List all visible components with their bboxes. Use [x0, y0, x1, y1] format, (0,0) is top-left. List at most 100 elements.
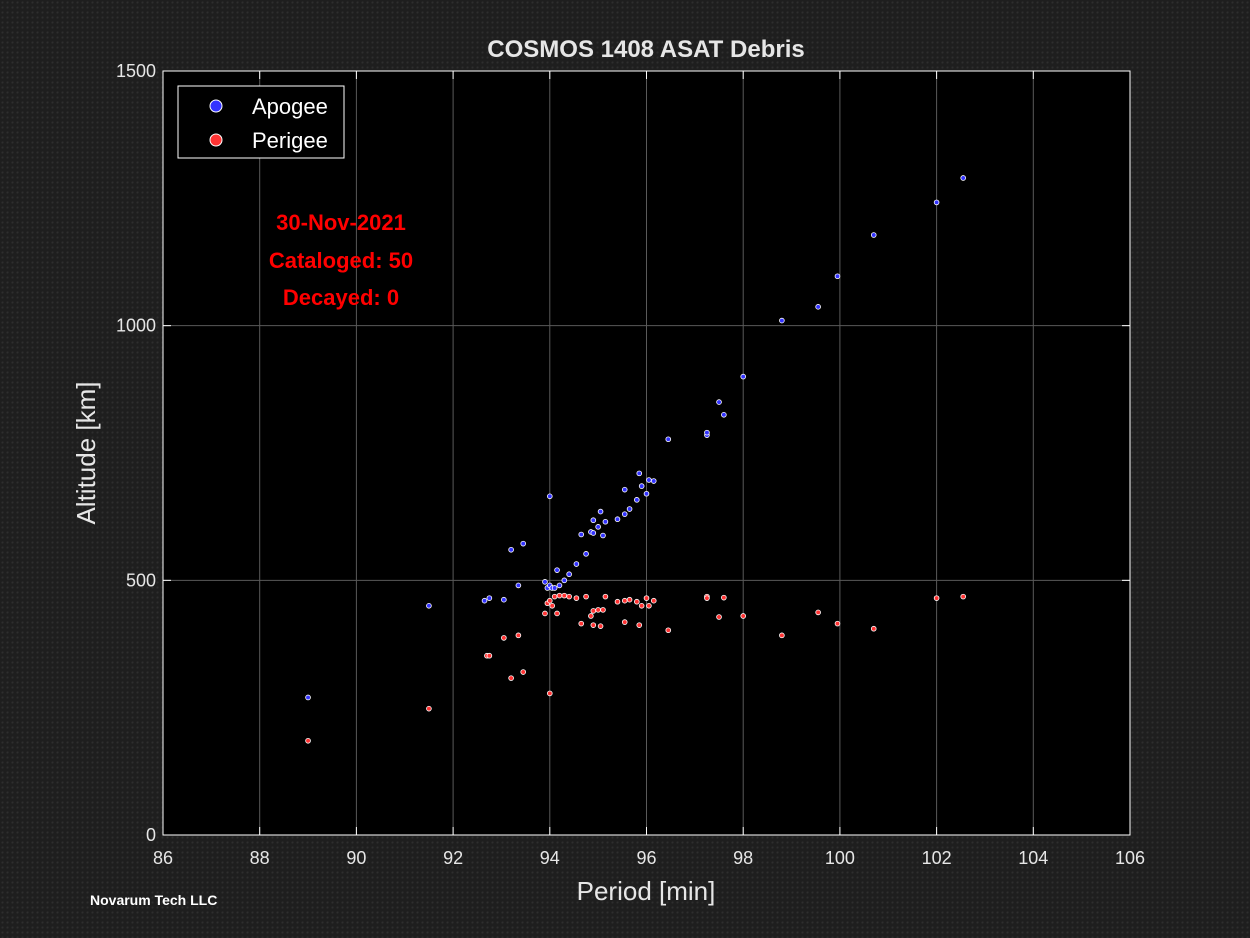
apogee-point: [621, 486, 628, 493]
apogee-point: [716, 399, 722, 405]
apogee-point: [614, 516, 621, 523]
x-tick-label: 92: [443, 848, 463, 868]
apogee-point: [556, 582, 563, 589]
perigee-point: [646, 602, 652, 609]
perigee-point: [665, 627, 672, 634]
apogee-point: [426, 602, 432, 609]
apogee-point: [960, 175, 966, 181]
apogee-point: [621, 511, 628, 517]
perigee-point: [588, 613, 594, 619]
apogee-point: [566, 571, 572, 578]
annotation: 30-Nov-2021 Cataloged: 50 Decayed: 0: [269, 210, 413, 310]
perigee-point: [716, 614, 722, 620]
x-tick-label: 104: [1018, 848, 1048, 868]
perigee-point: [643, 595, 650, 601]
y-axis-label: Altitude [km]: [71, 381, 101, 524]
perigee-point: [583, 593, 589, 600]
perigee-point: [933, 595, 940, 601]
perigee-point: [546, 690, 553, 697]
perigee-point: [704, 595, 710, 601]
perigee-point: [486, 652, 493, 659]
perigee-point: [636, 622, 643, 628]
apogee-point: [546, 493, 553, 500]
perigee-point: [426, 705, 432, 712]
perigee-point: [614, 598, 621, 605]
apogee-point: [636, 470, 643, 477]
apogee-point: [626, 506, 633, 512]
apogee-point: [481, 597, 488, 604]
apogee-point: [870, 232, 877, 238]
perigee-point: [305, 737, 311, 744]
perigee-point: [556, 592, 563, 599]
perigee-point: [602, 593, 609, 600]
apogee-point: [643, 490, 650, 497]
perigee-point: [870, 625, 877, 632]
perigee-point: [573, 595, 580, 601]
annotation-decayed: Decayed: 0: [283, 285, 399, 310]
perigee-point: [626, 596, 633, 603]
perigee-point: [515, 632, 522, 639]
perigee-point: [600, 607, 606, 613]
perigee-point: [554, 610, 560, 617]
apogee-point: [634, 497, 640, 503]
apogee-point: [595, 524, 601, 530]
apogee-point: [646, 477, 652, 483]
apogee-point: [515, 582, 522, 589]
x-tick-label: 94: [540, 848, 560, 868]
apogee-point: [578, 531, 585, 538]
x-tick-label: 86: [153, 848, 173, 868]
apogee-point: [486, 595, 493, 601]
x-tick-label: 96: [636, 848, 656, 868]
perigee-point: [595, 607, 601, 613]
x-axis: 86 88 90 92 94 96 98 100 102 104 106: [153, 71, 1145, 868]
y-tick-label: 0: [146, 825, 156, 845]
perigee-point: [834, 620, 841, 627]
apogee-point: [665, 436, 672, 443]
apogee-point: [508, 546, 514, 553]
perigee-point: [546, 597, 553, 604]
apogee-point: [740, 373, 746, 380]
perigee-point: [590, 622, 597, 628]
series-layer: [305, 175, 966, 744]
chart-title: COSMOS 1408 ASAT Debris: [487, 36, 804, 63]
apogee-point: [305, 694, 311, 701]
perigee-point: [578, 620, 585, 627]
perigee-point: [621, 597, 628, 604]
apogee-point: [501, 596, 507, 603]
apogee-point: [590, 517, 597, 524]
perigee-point: [561, 592, 568, 599]
y-tick-label: 1500: [116, 61, 156, 81]
perigee-point: [508, 675, 514, 681]
perigee-point: [960, 593, 966, 600]
apogee-point: [590, 530, 597, 536]
perigee-point: [566, 593, 572, 600]
apogee-point: [638, 483, 645, 489]
apogee-point: [933, 199, 940, 206]
perigee-point: [549, 602, 556, 609]
perigee-point: [634, 598, 640, 605]
apogee-point: [650, 478, 657, 484]
perigee-point: [721, 594, 727, 601]
apogee-point: [520, 540, 527, 547]
perigee-point: [542, 610, 548, 617]
apogee-point: [834, 273, 841, 280]
series-perigee: [305, 592, 966, 744]
x-axis-label: Period [min]: [577, 876, 716, 906]
perigee-point: [501, 635, 507, 641]
apogee-point: [583, 551, 589, 557]
perigee-point: [638, 602, 645, 609]
annotation-cataloged: Cataloged: 50: [269, 248, 413, 273]
perigee-point: [520, 669, 527, 675]
apogee-point: [600, 532, 606, 539]
x-tick-label: 100: [825, 848, 855, 868]
apogee-point: [551, 585, 558, 591]
y-tick-label: 500: [126, 570, 156, 590]
y-tick-label: 1000: [116, 316, 156, 336]
apogee-point: [815, 304, 821, 310]
x-tick-label: 88: [250, 848, 270, 868]
annotation-date: 30-Nov-2021: [276, 210, 406, 235]
perigee-point: [779, 632, 785, 639]
x-tick-label: 98: [733, 848, 753, 868]
perigee-point: [740, 613, 746, 619]
